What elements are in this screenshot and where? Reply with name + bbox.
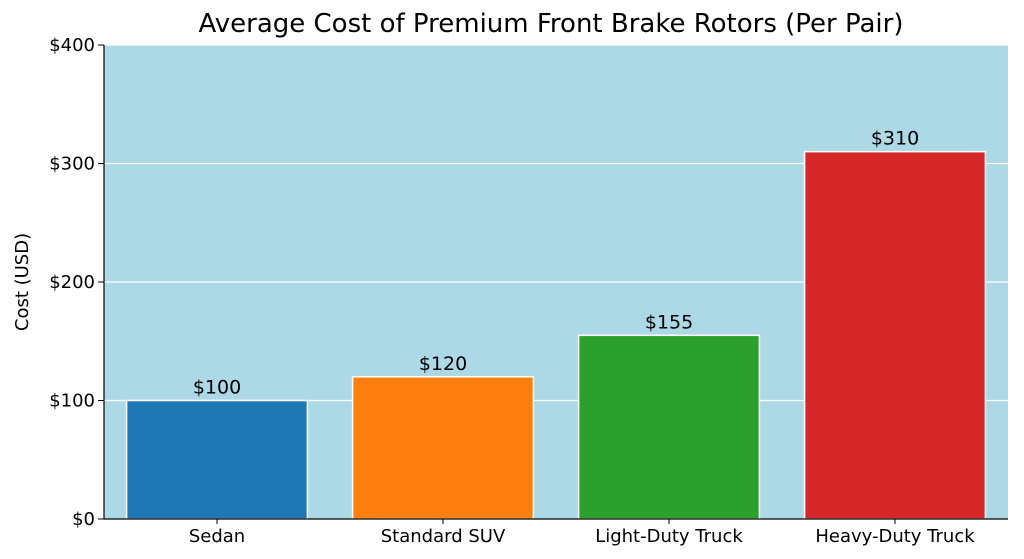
- y-tick-label: $200: [49, 272, 95, 293]
- bar-value-label: $155: [645, 311, 693, 333]
- bar-value-label: $120: [419, 353, 467, 375]
- chart-title: Average Cost of Premium Front Brake Roto…: [198, 9, 903, 39]
- bar-value-label: $100: [193, 377, 241, 399]
- x-tick-label: Light-Duty Truck: [595, 526, 743, 547]
- y-tick-label: $0: [72, 509, 95, 530]
- value-labels: $100 $120 $155 $310: [193, 128, 919, 399]
- y-tick-label: $400: [49, 35, 95, 56]
- axes: $0 $100 $200 $300 $400 Sedan Standard SUV Light…: [49, 35, 1008, 547]
- y-axis-label: Cost (USD): [12, 233, 33, 331]
- bar: [577, 334, 761, 520]
- bars: [125, 150, 987, 520]
- bar: [803, 150, 987, 520]
- bar: [351, 376, 535, 520]
- x-tick-label: Standard SUV: [381, 526, 506, 547]
- x-tick-label: Sedan: [189, 526, 245, 547]
- y-tick-label: $300: [49, 154, 95, 175]
- bar: [125, 399, 309, 520]
- bar-value-label: $310: [871, 128, 919, 150]
- x-tick-label: Heavy-Duty Truck: [815, 526, 975, 547]
- y-tick-label: $100: [49, 391, 95, 412]
